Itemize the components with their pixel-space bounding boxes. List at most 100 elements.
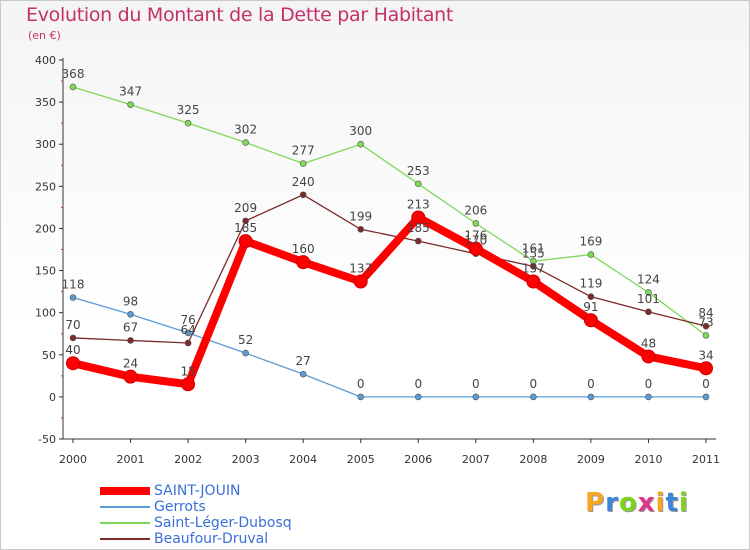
x-tick-label: 2011 [692,453,720,466]
data-label: 155 [522,246,545,260]
legend-label: Beaufour-Druval [154,531,269,547]
data-point [299,160,307,167]
legend-swatch [100,538,150,540]
series-line [69,213,710,389]
x-tick-label: 2004 [289,453,317,466]
series-line [72,86,707,337]
data-point [645,393,652,401]
data-label: 199 [349,209,372,223]
data-point [587,293,595,300]
data-label: 209 [234,201,257,215]
data-point [69,294,77,301]
logo-letter: o [618,488,638,518]
data-label: 76 [180,313,195,327]
data-label: 64 [180,323,195,337]
x-tick-label: 2009 [577,453,605,466]
x-tick-label: 2001 [117,453,145,466]
data-label: 67 [123,320,138,334]
legend-label: Saint-Léger-Dubosq [154,515,292,531]
data-label: 206 [464,203,487,217]
y-tick-label: 100 [35,307,56,320]
data-label: 160 [292,242,315,256]
x-tick-label: 2003 [232,453,260,466]
y-tick-label: 300 [35,138,56,151]
x-tick-label: 2002 [174,453,202,466]
data-point [242,139,249,146]
legend-swatch [100,487,150,495]
y-tick-label: 400 [35,54,56,67]
data-label: 34 [698,348,713,362]
data-point [299,370,307,378]
data-point [699,361,713,376]
data-label: 52 [238,333,253,347]
data-point [123,369,138,384]
data-point [127,311,134,318]
data-point [296,255,311,270]
y-tick-label: 350 [35,96,56,109]
data-label: 185 [234,221,257,235]
data-point [184,329,192,337]
data-point [184,119,192,127]
data-label: 176 [464,229,487,243]
data-point [702,332,710,339]
x-tick-label: 2000 [59,453,87,466]
data-label: 48 [641,336,656,350]
data-label: 0 [414,377,422,391]
data-label: 213 [407,197,430,211]
logo-letter: r [605,488,619,518]
data-point [69,83,77,91]
x-tick-label: 2005 [347,453,375,466]
data-label: 0 [472,377,480,391]
data-label: 73 [698,315,713,329]
y-tick-label: 0 [49,391,56,404]
data-point [242,217,249,225]
data-label: 0 [587,377,595,391]
data-label: 277 [292,144,315,158]
data-label: 70 [65,318,80,332]
data-point [414,237,422,245]
data-label: 368 [62,67,85,81]
data-label: 24 [123,357,138,371]
legend-label: Gerrots [154,499,206,515]
data-label: 0 [702,377,710,391]
logo-letter: P [585,488,606,518]
data-point [641,349,656,364]
data-label: 170 [464,234,487,248]
data-point [472,220,480,227]
y-tick-label: -50 [38,433,56,446]
logo-letter: i [678,488,689,518]
data-label: 98 [123,294,138,308]
chart-subtitle: (en €) [28,29,61,42]
data-label: 302 [234,123,257,137]
data-point [414,393,422,401]
series-line [72,194,707,344]
data-label: 119 [579,277,602,291]
data-point [645,289,652,296]
data-point [587,251,595,258]
y-tick-label: 150 [35,265,56,278]
data-point [530,393,537,401]
data-point [127,101,134,108]
x-tick-label: 2008 [519,453,547,466]
data-label: 124 [637,272,660,286]
data-point [357,140,365,148]
data-label: 169 [579,235,602,249]
logo-letter: x [637,488,656,518]
data-point [238,234,253,249]
data-label: 0 [357,377,365,391]
data-label: 118 [62,278,85,292]
x-tick-label: 2006 [404,453,432,466]
data-point [702,393,710,401]
x-tick-label: 2007 [462,453,490,466]
data-point [702,322,710,330]
data-point [468,241,483,256]
data-label: 137 [522,262,545,276]
data-label: 0 [645,377,653,391]
data-point [411,210,426,225]
data-label: 0 [530,377,538,391]
x-tick-label: 2010 [634,453,662,466]
y-tick-label: 50 [42,349,56,362]
data-label: 325 [177,103,200,117]
y-tick-label: 250 [35,180,56,193]
